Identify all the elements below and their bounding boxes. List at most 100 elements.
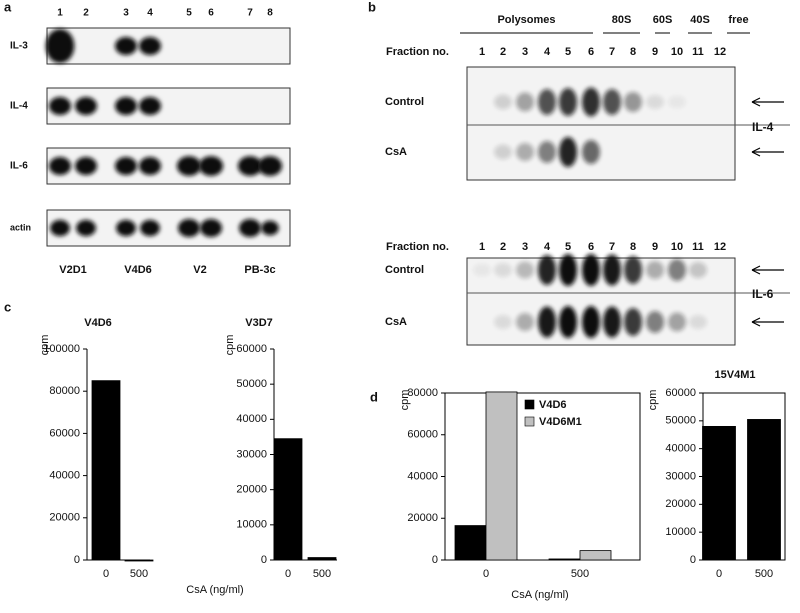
row-label: IL-3 — [10, 41, 28, 52]
fraction-number: 1 — [479, 241, 485, 253]
fraction-number: 5 — [565, 241, 571, 253]
y-tick-label: 50000 — [665, 415, 696, 427]
y-axis-label: cpm — [399, 390, 411, 411]
band — [115, 37, 137, 55]
y-tick-label: 60000 — [665, 387, 696, 399]
band — [516, 143, 534, 161]
fraction-number: 10 — [671, 241, 683, 253]
y-tick-label: 40000 — [236, 413, 267, 425]
y-tick-label: 80000 — [407, 387, 438, 399]
chart-title: 15V4M1 — [715, 369, 756, 381]
arrow-head — [751, 147, 761, 157]
band — [646, 261, 664, 279]
band — [494, 315, 512, 329]
band — [516, 261, 534, 279]
fraction-number: 3 — [522, 241, 528, 253]
x-axis-label: CsA (ng/ml) — [186, 584, 243, 596]
fraction-number: 2 — [500, 46, 506, 58]
band — [257, 156, 283, 176]
bar — [124, 559, 154, 562]
y-tick-label: 100000 — [43, 343, 80, 355]
legend-swatch — [524, 399, 535, 410]
bar — [548, 558, 581, 561]
band — [559, 254, 577, 286]
fraction-number: 8 — [630, 241, 636, 253]
fraction-header: Polysomes — [497, 14, 555, 26]
blot — [46, 27, 291, 65]
group-label: V4D6 — [124, 264, 152, 276]
fraction-number: 6 — [588, 46, 594, 58]
lane-number: 6 — [208, 8, 214, 19]
y-tick-label: 40000 — [407, 470, 438, 482]
panel-label: a — [4, 0, 12, 14]
band — [115, 157, 137, 175]
bar — [307, 557, 337, 561]
bar — [747, 419, 781, 561]
condition-label: Control — [385, 96, 424, 108]
band — [689, 315, 707, 329]
band — [516, 313, 534, 331]
lane-number: 8 — [267, 8, 273, 19]
y-axis-label: cpm — [224, 335, 236, 356]
band — [49, 97, 71, 115]
x-tick-label: 0 — [716, 568, 722, 580]
band — [538, 255, 556, 285]
fraction-number: 9 — [652, 241, 658, 253]
y-axis-label: cpm — [647, 390, 659, 411]
fraction-number: 4 — [544, 241, 551, 253]
y-tick-label: 10000 — [665, 526, 696, 538]
panel-label: b — [368, 0, 376, 14]
condition-label: Control — [385, 264, 424, 276]
y-tick-label: 20000 — [236, 484, 267, 496]
chart-title: V3D7 — [245, 317, 273, 329]
y-tick-label: 10000 — [236, 519, 267, 531]
band — [176, 156, 202, 176]
band — [603, 254, 621, 286]
band — [115, 97, 137, 115]
bar — [702, 425, 736, 561]
gene-label: IL-4 — [752, 120, 774, 134]
band — [624, 92, 642, 112]
band — [603, 306, 621, 338]
band — [178, 219, 200, 237]
band — [494, 144, 512, 160]
fraction-number: 7 — [609, 46, 615, 58]
band — [538, 89, 556, 115]
fraction-header: 60S — [653, 14, 673, 26]
legend-swatch — [524, 416, 535, 427]
band — [516, 92, 534, 112]
lane-number: 5 — [186, 8, 192, 19]
y-tick-label: 0 — [690, 554, 696, 566]
band — [494, 94, 512, 110]
y-tick-label: 30000 — [665, 470, 696, 482]
y-tick-label: 0 — [432, 554, 438, 566]
fraction-header: free — [728, 14, 748, 26]
y-tick-label: 30000 — [236, 448, 267, 460]
y-tick-label: 0 — [261, 554, 267, 566]
gene-label: IL-6 — [752, 287, 774, 301]
condition-label: CsA — [385, 146, 407, 158]
fraction-header: 40S — [690, 14, 710, 26]
band — [624, 308, 642, 336]
bar — [485, 391, 518, 561]
row-label: IL-4 — [10, 101, 28, 112]
y-tick-label: 50000 — [236, 378, 267, 390]
lane-number: 4 — [147, 8, 153, 19]
y-tick-label: 20000 — [49, 512, 80, 524]
x-tick-label: 500 — [313, 568, 331, 580]
y-tick-label: 40000 — [49, 470, 80, 482]
condition-label: CsA — [385, 316, 407, 328]
x-tick-label: 500 — [130, 568, 148, 580]
lane-number: 3 — [123, 8, 129, 19]
x-tick-label: 500 — [571, 568, 589, 580]
group-label: PB-3c — [244, 264, 275, 276]
fraction-number: 5 — [565, 46, 571, 58]
y-tick-label: 20000 — [407, 512, 438, 524]
band — [603, 89, 621, 115]
band — [50, 219, 70, 237]
band — [668, 312, 686, 332]
group-label: V2 — [193, 264, 206, 276]
legend-label: V4D6M1 — [539, 416, 582, 428]
y-tick-label: 60000 — [49, 427, 80, 439]
band — [559, 306, 577, 338]
